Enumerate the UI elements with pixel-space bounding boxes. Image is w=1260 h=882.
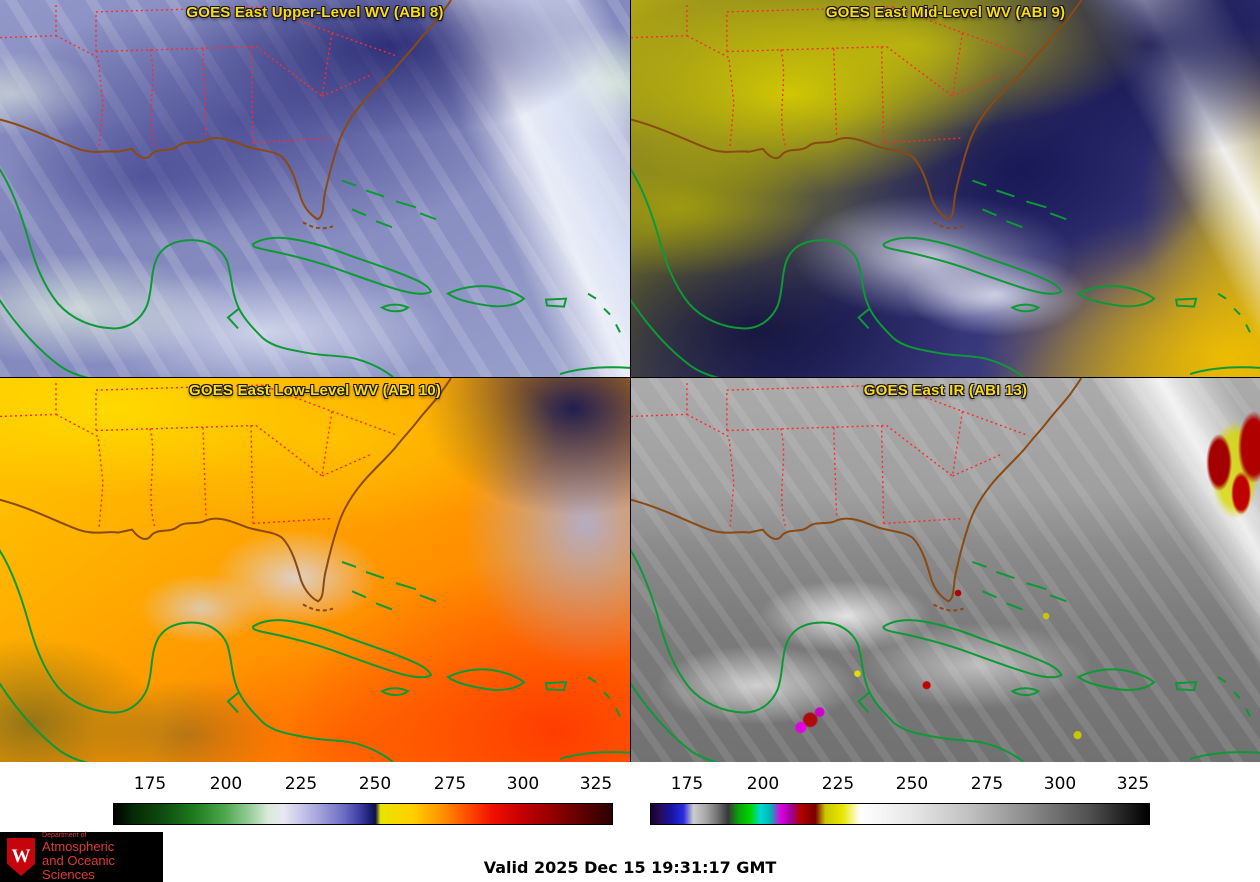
satellite-imagery-ir <box>631 378 1260 762</box>
ir-colorbar: 175 200 225 250 275 300 325 <box>650 762 1150 832</box>
colorbar-tick: 250 <box>358 774 392 794</box>
colorbar-tick: 275 <box>970 774 1004 794</box>
logo-line-2: and Oceanic Sciences <box>42 852 116 882</box>
colorbar-tick: 325 <box>1116 774 1150 794</box>
map-boundaries-overlay <box>631 378 1260 762</box>
panel-ir: GOES East IR (ABI 13) <box>630 377 1260 762</box>
colorbar-tick: 175 <box>670 774 704 794</box>
map-boundaries-overlay <box>631 0 1260 377</box>
ir-colorbar-gradient <box>650 803 1150 825</box>
colorbar-tick: 225 <box>821 774 855 794</box>
colorbar-tick: 275 <box>433 774 467 794</box>
wv-colorbar-gradient <box>113 803 613 825</box>
panel-low-level-wv: GOES East Low-Level WV (ABI 10) <box>0 377 630 762</box>
valid-time: Valid 2025 Dec 15 19:31:17 GMT <box>483 858 777 877</box>
satellite-imagery-upper-wv <box>0 0 630 377</box>
colorbar-tick: 200 <box>746 774 780 794</box>
aos-department-logo: W Department of Atmospheric and Oceanic … <box>0 832 163 882</box>
satellite-imagery-mid-wv <box>631 0 1260 377</box>
colorbar-tick: 325 <box>579 774 613 794</box>
colorbar-tick: 200 <box>209 774 243 794</box>
colorbar-legend-row: 175 200 225 250 275 300 325 175 200 225 … <box>0 762 1260 832</box>
wv-colorbar: 175 200 225 250 275 300 325 <box>113 762 613 832</box>
logo-text: Department of Atmospheric and Oceanic Sc… <box>42 832 163 882</box>
satellite-imagery-low-wv <box>0 378 630 762</box>
colorbar-tick: 300 <box>506 774 540 794</box>
logo-dept-line: Department of <box>42 832 87 840</box>
footer: W Department of Atmospheric and Oceanic … <box>0 832 1260 882</box>
panel-grid: GOES East Upper-Level WV (ABI 8) GOES Ea… <box>0 0 1260 762</box>
panel-title-ir: GOES East IR (ABI 13) <box>863 382 1028 399</box>
colorbar-tick: 300 <box>1043 774 1077 794</box>
colorbar-tick: 225 <box>284 774 318 794</box>
ir-colorbar-ticks: 175 200 225 250 275 300 325 <box>650 774 1150 798</box>
panel-upper-level-wv: GOES East Upper-Level WV (ABI 8) <box>0 0 630 377</box>
colorbar-tick: 175 <box>133 774 167 794</box>
panel-title-mid-wv: GOES East Mid-Level WV (ABI 9) <box>825 4 1066 21</box>
wv-colorbar-ticks: 175 200 225 250 275 300 325 <box>113 774 613 798</box>
logo-line-1: Atmospheric <box>42 838 115 854</box>
panel-title-low-wv: GOES East Low-Level WV (ABI 10) <box>188 382 442 399</box>
map-boundaries-overlay <box>0 378 630 762</box>
crest-letter: W <box>11 846 31 867</box>
colorbar-tick: 250 <box>895 774 929 794</box>
panel-title-upper-wv: GOES East Upper-Level WV (ABI 8) <box>186 4 444 21</box>
map-boundaries-overlay <box>0 0 630 377</box>
panel-mid-level-wv: GOES East Mid-Level WV (ABI 9) <box>630 0 1260 377</box>
